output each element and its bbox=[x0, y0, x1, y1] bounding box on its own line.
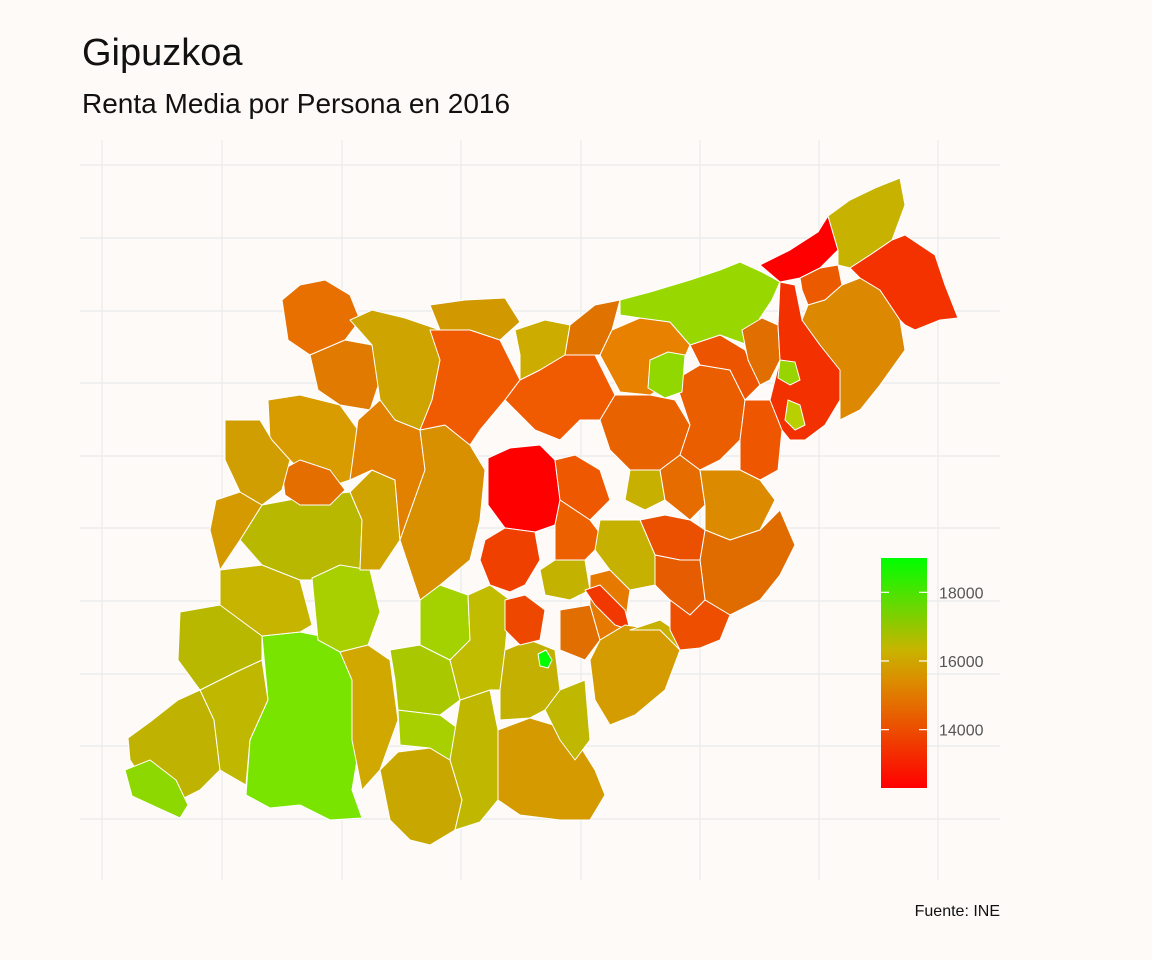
municipality-region[interactable] bbox=[741, 317, 781, 386]
legend-tick-label: 16000 bbox=[939, 654, 984, 671]
municipality-region[interactable] bbox=[849, 234, 959, 331]
municipality-region[interactable] bbox=[224, 419, 291, 506]
municipality-region[interactable] bbox=[479, 527, 541, 593]
legend: 14000 16000 18000 bbox=[881, 558, 984, 788]
municipality-region[interactable] bbox=[777, 359, 801, 386]
legend-tick-label: 14000 bbox=[939, 723, 984, 740]
municipality-region[interactable] bbox=[309, 339, 381, 411]
municipality-region[interactable] bbox=[654, 554, 706, 616]
municipality-region[interactable] bbox=[504, 594, 546, 646]
municipality-region[interactable] bbox=[784, 399, 806, 431]
municipality-region[interactable] bbox=[801, 277, 906, 421]
municipality-region[interactable] bbox=[619, 261, 781, 346]
legend-ticks: 14000 16000 18000 bbox=[881, 585, 984, 740]
map-title: Gipuzkoa bbox=[82, 32, 243, 74]
legend-colorbar bbox=[881, 558, 927, 788]
municipality-region[interactable] bbox=[689, 334, 761, 401]
municipality-region[interactable] bbox=[537, 649, 553, 669]
municipality-region[interactable] bbox=[539, 559, 591, 601]
municipality-region[interactable] bbox=[124, 759, 189, 819]
municipality-region[interactable] bbox=[449, 689, 501, 831]
municipality-region[interactable] bbox=[449, 584, 511, 701]
municipality-region[interactable] bbox=[487, 444, 561, 533]
municipality-region[interactable] bbox=[379, 747, 463, 846]
municipality-polygons bbox=[124, 177, 959, 846]
municipality-region[interactable] bbox=[669, 599, 731, 651]
municipality-region[interactable] bbox=[281, 459, 346, 506]
municipality-region[interactable] bbox=[429, 297, 521, 341]
map-subtitle: Renta Media por Persona en 2016 bbox=[82, 88, 511, 119]
source-caption: Fuente: INE bbox=[914, 903, 1000, 920]
municipality-region[interactable] bbox=[624, 469, 666, 511]
legend-tick-label: 18000 bbox=[939, 585, 984, 602]
municipality-region[interactable] bbox=[544, 679, 591, 761]
municipality-region[interactable] bbox=[589, 624, 681, 726]
municipality-region[interactable] bbox=[559, 604, 601, 661]
municipality-region[interactable] bbox=[647, 351, 686, 399]
municipality-region[interactable] bbox=[594, 519, 656, 591]
municipality-region[interactable] bbox=[311, 564, 381, 653]
